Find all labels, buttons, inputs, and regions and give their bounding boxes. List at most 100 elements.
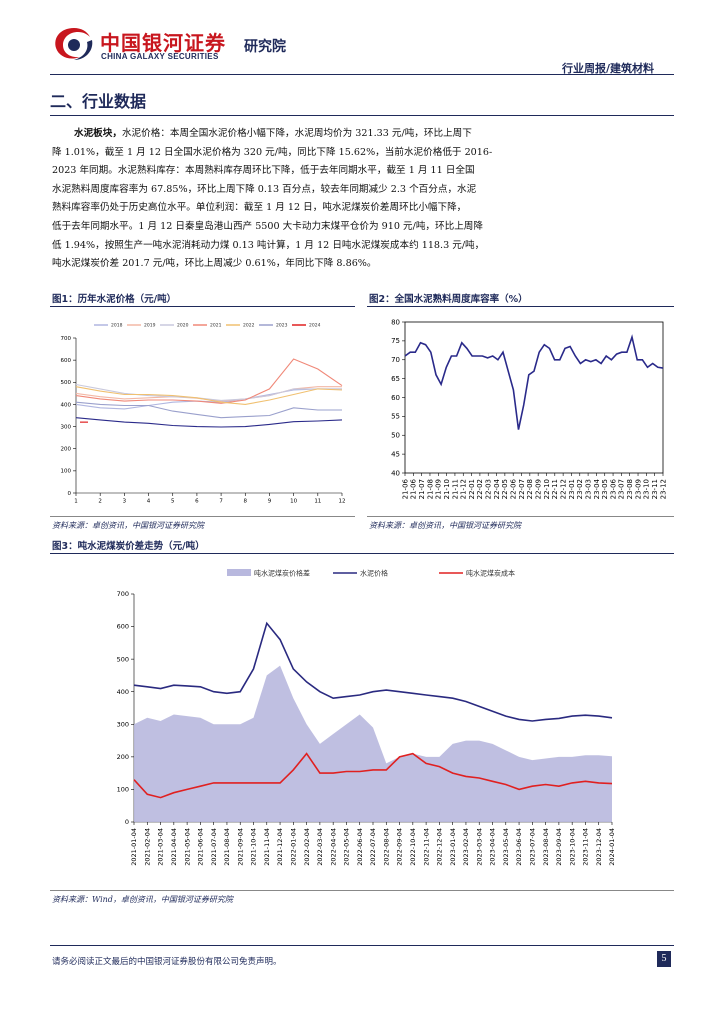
x-tick-label: 2022-11-04 [422,828,430,866]
y-tick-label: 40 [391,469,400,477]
fig1-title-rule [50,306,355,307]
x-tick-label: 2021-05-04 [183,828,191,866]
x-tick-label: 22-04 [493,478,501,499]
x-tick-label: 21-10 [443,479,451,499]
x-tick-label: 12 [339,499,346,505]
paragraph-line-1: 水泥板块，水泥价格：本周全国水泥价格小幅下降，水泥周均价为 321.33 元/吨… [74,128,472,139]
series-line [404,334,664,430]
x-tick-label: 23-06 [609,478,617,499]
paragraph-line-4: 水泥熟料周度库容率为 67.85%，环比上周下降 0.13 百分点，较去年同期减… [52,183,477,195]
report-type: 行业周报/建筑材料 [562,62,655,75]
fig1-bottom-rule [50,516,355,517]
y-tick-label: 50 [391,432,400,440]
x-tick-label: 2023-06-04 [515,828,523,866]
series-line [133,621,613,722]
paragraph-line-6: 低于去年同期水平。1 月 12 日秦皇岛港山西产 5500 大卡动力末煤平仓价为… [52,220,483,232]
x-tick-label: 2022-03-04 [316,828,324,866]
institute-name: 研究院 [244,39,286,55]
page-number: 5 [657,951,671,967]
legend-label: 2019 [144,323,156,329]
series-line [75,383,342,401]
paragraph-line-7: 低 1.94%，按照生产一吨水泥消耗动力煤 0.13 吨计算，1 月 12 日吨… [52,239,485,251]
x-tick-label: 2021-12-04 [276,828,284,866]
series-line [75,386,343,405]
x-tick-label: 22-01 [468,479,476,499]
legend-label: 2021 [210,323,222,329]
y-tick-label: 600 [61,358,72,364]
paragraph-line-8: 吨水泥煤炭价差 201.7 元/吨，环比上周减少 0.61%，年同比下降 8.8… [52,258,377,270]
x-tick-label: 2021-01-04 [130,828,138,866]
x-tick-label: 23-11 [651,479,659,499]
x-tick-label: 23-04 [593,478,601,499]
x-tick-label: 2023-12-04 [595,828,603,866]
footer-divider [50,945,674,946]
x-tick-label: 23-05 [601,479,609,499]
y-tick-label: 55 [391,413,400,421]
x-tick-label: 22-05 [501,479,509,499]
x-tick-label: 23-03 [584,479,592,499]
y-tick-label: 300 [61,424,72,430]
x-tick-label: 22-10 [543,479,551,499]
legend-label: 水泥价格 [360,568,388,577]
x-tick-label: 2023-01-04 [449,828,457,866]
x-tick-label: 2022-08-04 [382,828,390,866]
y-tick-label: 400 [61,402,72,408]
x-tick-label: 2023-02-04 [462,828,470,866]
y-tick-label: 100 [61,469,72,475]
y-tick-label: 70 [391,356,400,364]
x-tick-label: 22-11 [551,479,559,499]
x-tick-label: 2023-03-04 [475,828,483,866]
fig3-bottom-rule [50,890,674,891]
x-tick-label: 22-06 [510,478,518,499]
legend-label: 2023 [276,323,288,329]
series-line [133,752,613,799]
y-tick-label: 400 [117,688,129,696]
x-tick-label: 3 [123,499,127,505]
series-line [75,417,343,428]
legend-label: 2024 [309,323,321,329]
y-tick-label: 65 [391,375,400,383]
fig2-title: 图2：全国水泥熟料周度库容率（%） [369,294,528,305]
paragraph-lead: 水泥板块， [74,128,122,139]
x-tick-label: 21-08 [426,479,434,499]
plot-frame [404,321,664,474]
x-tick-label: 2022-09-04 [396,828,404,866]
x-tick-label: 22-03 [485,479,493,499]
y-tick-label: 300 [117,720,129,728]
x-tick-label: 5 [171,499,175,505]
x-tick-label: 22-12 [559,479,567,499]
y-tick-label: 60 [391,394,400,402]
x-tick-label: 22-07 [518,479,526,499]
fig2-source: 资料来源：卓创资讯，中国银河证券研究院 [369,521,521,530]
fig3-source: 资料来源：Wind，卓创资讯，中国银河证券研究院 [52,895,233,904]
legend-label: 2018 [111,323,123,329]
x-tick-label: 2023-11-04 [582,828,590,866]
footer-disclaimer: 请务必阅读正文最后的中国银河证券股份有限公司免责声明。 [52,957,282,967]
y-tick-label: 500 [61,380,72,386]
legend-label: 2022 [243,323,255,329]
fig3-title: 图3：吨水泥煤炭价差走势（元/吨） [52,541,205,552]
x-tick-label: 21-09 [435,479,443,499]
x-tick-label: 21-06 [410,478,418,499]
y-tick-label: 700 [117,590,129,598]
y-tick-label: 100 [117,786,129,794]
x-tick-label: 2021-08-04 [223,828,231,866]
x-tick-label: 2021-11-04 [263,828,271,866]
x-tick-label: 2021-07-04 [210,828,218,866]
fig1-source: 资料来源：卓创资讯，中国银河证券研究院 [52,521,204,530]
y-tick-label: 45 [391,450,400,458]
x-tick-label: 2023-09-04 [555,828,563,866]
y-tick-label: 500 [117,655,129,663]
x-tick-label: 4 [147,499,151,505]
x-tick-label: 8 [244,499,248,505]
y-tick-label: 200 [117,753,129,761]
x-tick-label: 23-12 [659,479,667,499]
x-tick-label: 23-08 [626,479,634,499]
x-tick-label: 1 [74,499,78,505]
legend-label: 吨水泥煤炭价格差 [254,568,310,577]
x-tick-label: 23-10 [643,479,651,499]
x-tick-label: 22-09 [534,479,542,499]
fig3-title-rule [50,553,674,554]
x-tick-label: 23-07 [618,479,626,499]
